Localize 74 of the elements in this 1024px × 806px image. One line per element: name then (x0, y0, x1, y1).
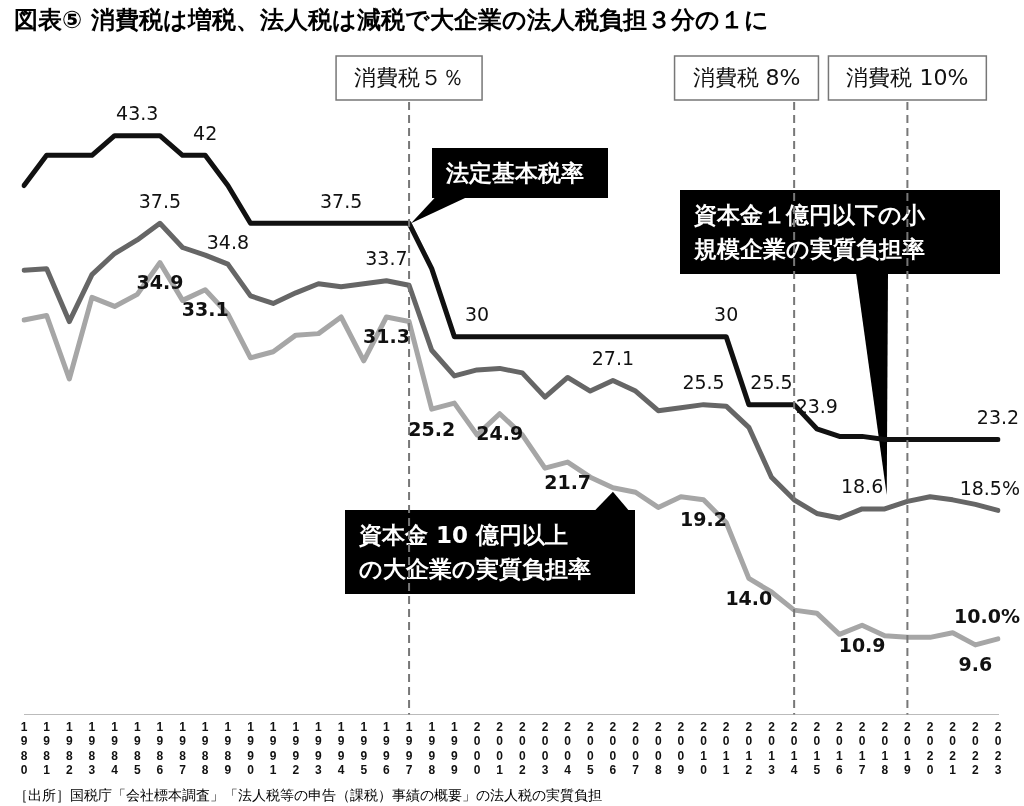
data-label: 30 (714, 303, 739, 326)
x-tick-label: 1985 (133, 719, 141, 778)
x-tick-label: 2014 (790, 719, 798, 778)
x-tick-label: 2022 (972, 719, 980, 778)
x-tick-label: 2011 (722, 719, 730, 778)
x-tick-label: 1993 (315, 719, 323, 778)
x-tick-label: 1989 (224, 719, 232, 778)
ref-line-label: 消費税 10% (846, 64, 969, 90)
x-tick-label: 2004 (564, 719, 572, 778)
x-tick-label: 2018 (881, 719, 889, 778)
x-tick-label: 1984 (111, 719, 119, 778)
x-tick-label: 1994 (337, 719, 345, 778)
x-tick-label: 2013 (768, 719, 776, 778)
data-label: 33.7 (365, 247, 408, 270)
x-tick-label: 1987 (179, 719, 187, 778)
x-tick-label: 2023 (994, 719, 1002, 778)
data-label: 33.1 (181, 298, 229, 321)
data-label: 19.2 (680, 508, 727, 531)
data-label: 31.3 (362, 325, 410, 348)
chart-title: 図表⑤ 消費税は増税、法人税は減税で大企業の法人税負担３分の１に (13, 5, 770, 36)
x-tick-label: 1986 (156, 719, 164, 778)
x-tick-label: 1980 (20, 719, 28, 778)
x-tick-label: 1996 (383, 719, 391, 778)
data-label: 37.5 (319, 189, 363, 212)
data-label: 27.1 (591, 346, 635, 369)
x-tick-label: 2017 (858, 719, 866, 778)
x-tick-label: 1995 (360, 719, 368, 778)
x-tick-label: 1999 (451, 719, 459, 778)
x-tick-label: 1991 (269, 719, 277, 778)
data-label: 18.5% (959, 476, 1020, 499)
x-tick-label: 2012 (745, 719, 753, 778)
data-label: 18.6 (840, 475, 884, 498)
x-tick-label: 1982 (65, 719, 73, 778)
x-tick-label: 2021 (949, 719, 957, 778)
data-label: 21.7 (544, 470, 592, 493)
data-label: 34.9 (136, 271, 184, 294)
data-label: 37.5 (138, 189, 182, 212)
x-tick-label: 2010 (700, 719, 708, 778)
x-tick-label: 2001 (496, 719, 504, 778)
data-label: 23.2 (976, 405, 1020, 428)
data-label: 25.5 (682, 371, 725, 394)
x-tick-label: 2015 (813, 719, 821, 778)
x-tick-label: 2005 (586, 719, 594, 778)
x-tick-label: 2009 (677, 719, 685, 778)
ref-line-label: 消費税 8% (692, 64, 801, 90)
data-label: 30 (464, 303, 490, 326)
x-tick-label: 1998 (428, 719, 436, 778)
x-tick-label: 1992 (292, 719, 300, 778)
x-tick-label: 1990 (247, 719, 255, 778)
x-tick-label: 2007 (632, 719, 640, 778)
x-tick-label: 2003 (541, 719, 549, 778)
x-tick-label: 1988 (201, 719, 209, 778)
x-tick-label: 2020 (926, 719, 934, 778)
data-label: 43.3 (116, 102, 159, 125)
x-tick-label: 2008 (654, 719, 662, 778)
x-tick-label: 1981 (43, 719, 51, 778)
text: ［出所］国税庁「会社標本調査」「法人税等の申告（課税）事績の概要」の法人税の実質負担 (13, 786, 603, 805)
x-tick-label: 2016 (836, 719, 844, 778)
x-tick-label: 1997 (405, 719, 413, 778)
x-tick-label: 2000 (473, 719, 481, 778)
x-tick-label: 2006 (609, 719, 617, 778)
data-label: 24.9 (476, 422, 524, 445)
data-label: 34.8 (206, 230, 250, 253)
data-label: 9.6 (958, 653, 993, 676)
x-tick-label: 2002 (518, 719, 526, 778)
data-label: 25.5 (750, 371, 793, 394)
x-tick-label: 2019 (904, 719, 912, 778)
data-label: 25.2 (408, 417, 456, 440)
data-label: 14.0 (725, 586, 773, 609)
ref-line-label: 消費税５％ (354, 64, 465, 90)
data-label: 10.0% (954, 605, 1020, 628)
data-label: 42 (193, 121, 218, 144)
data-label: 10.9 (838, 633, 886, 656)
x-tick-label: 1983 (88, 719, 96, 778)
